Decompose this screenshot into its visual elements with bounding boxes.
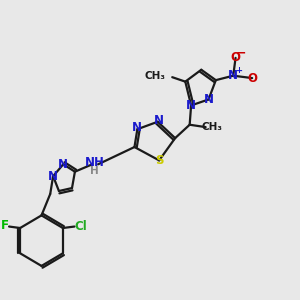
Text: CH₃: CH₃ — [145, 71, 166, 81]
Text: N: N — [58, 158, 68, 171]
Text: N: N — [228, 69, 238, 82]
Text: F: F — [1, 219, 9, 232]
Text: Cl: Cl — [74, 220, 87, 233]
Text: N: N — [186, 99, 196, 112]
Text: −: − — [236, 46, 247, 59]
Text: S: S — [155, 154, 164, 167]
Text: N: N — [131, 121, 142, 134]
Text: NH: NH — [85, 156, 105, 169]
Text: CH₃: CH₃ — [202, 122, 223, 132]
Text: +: + — [235, 66, 242, 75]
Text: N: N — [48, 170, 58, 183]
Text: N: N — [154, 114, 164, 127]
Text: O: O — [247, 72, 257, 85]
Text: H: H — [90, 166, 99, 176]
Text: N: N — [203, 93, 214, 106]
Text: O: O — [231, 51, 241, 64]
